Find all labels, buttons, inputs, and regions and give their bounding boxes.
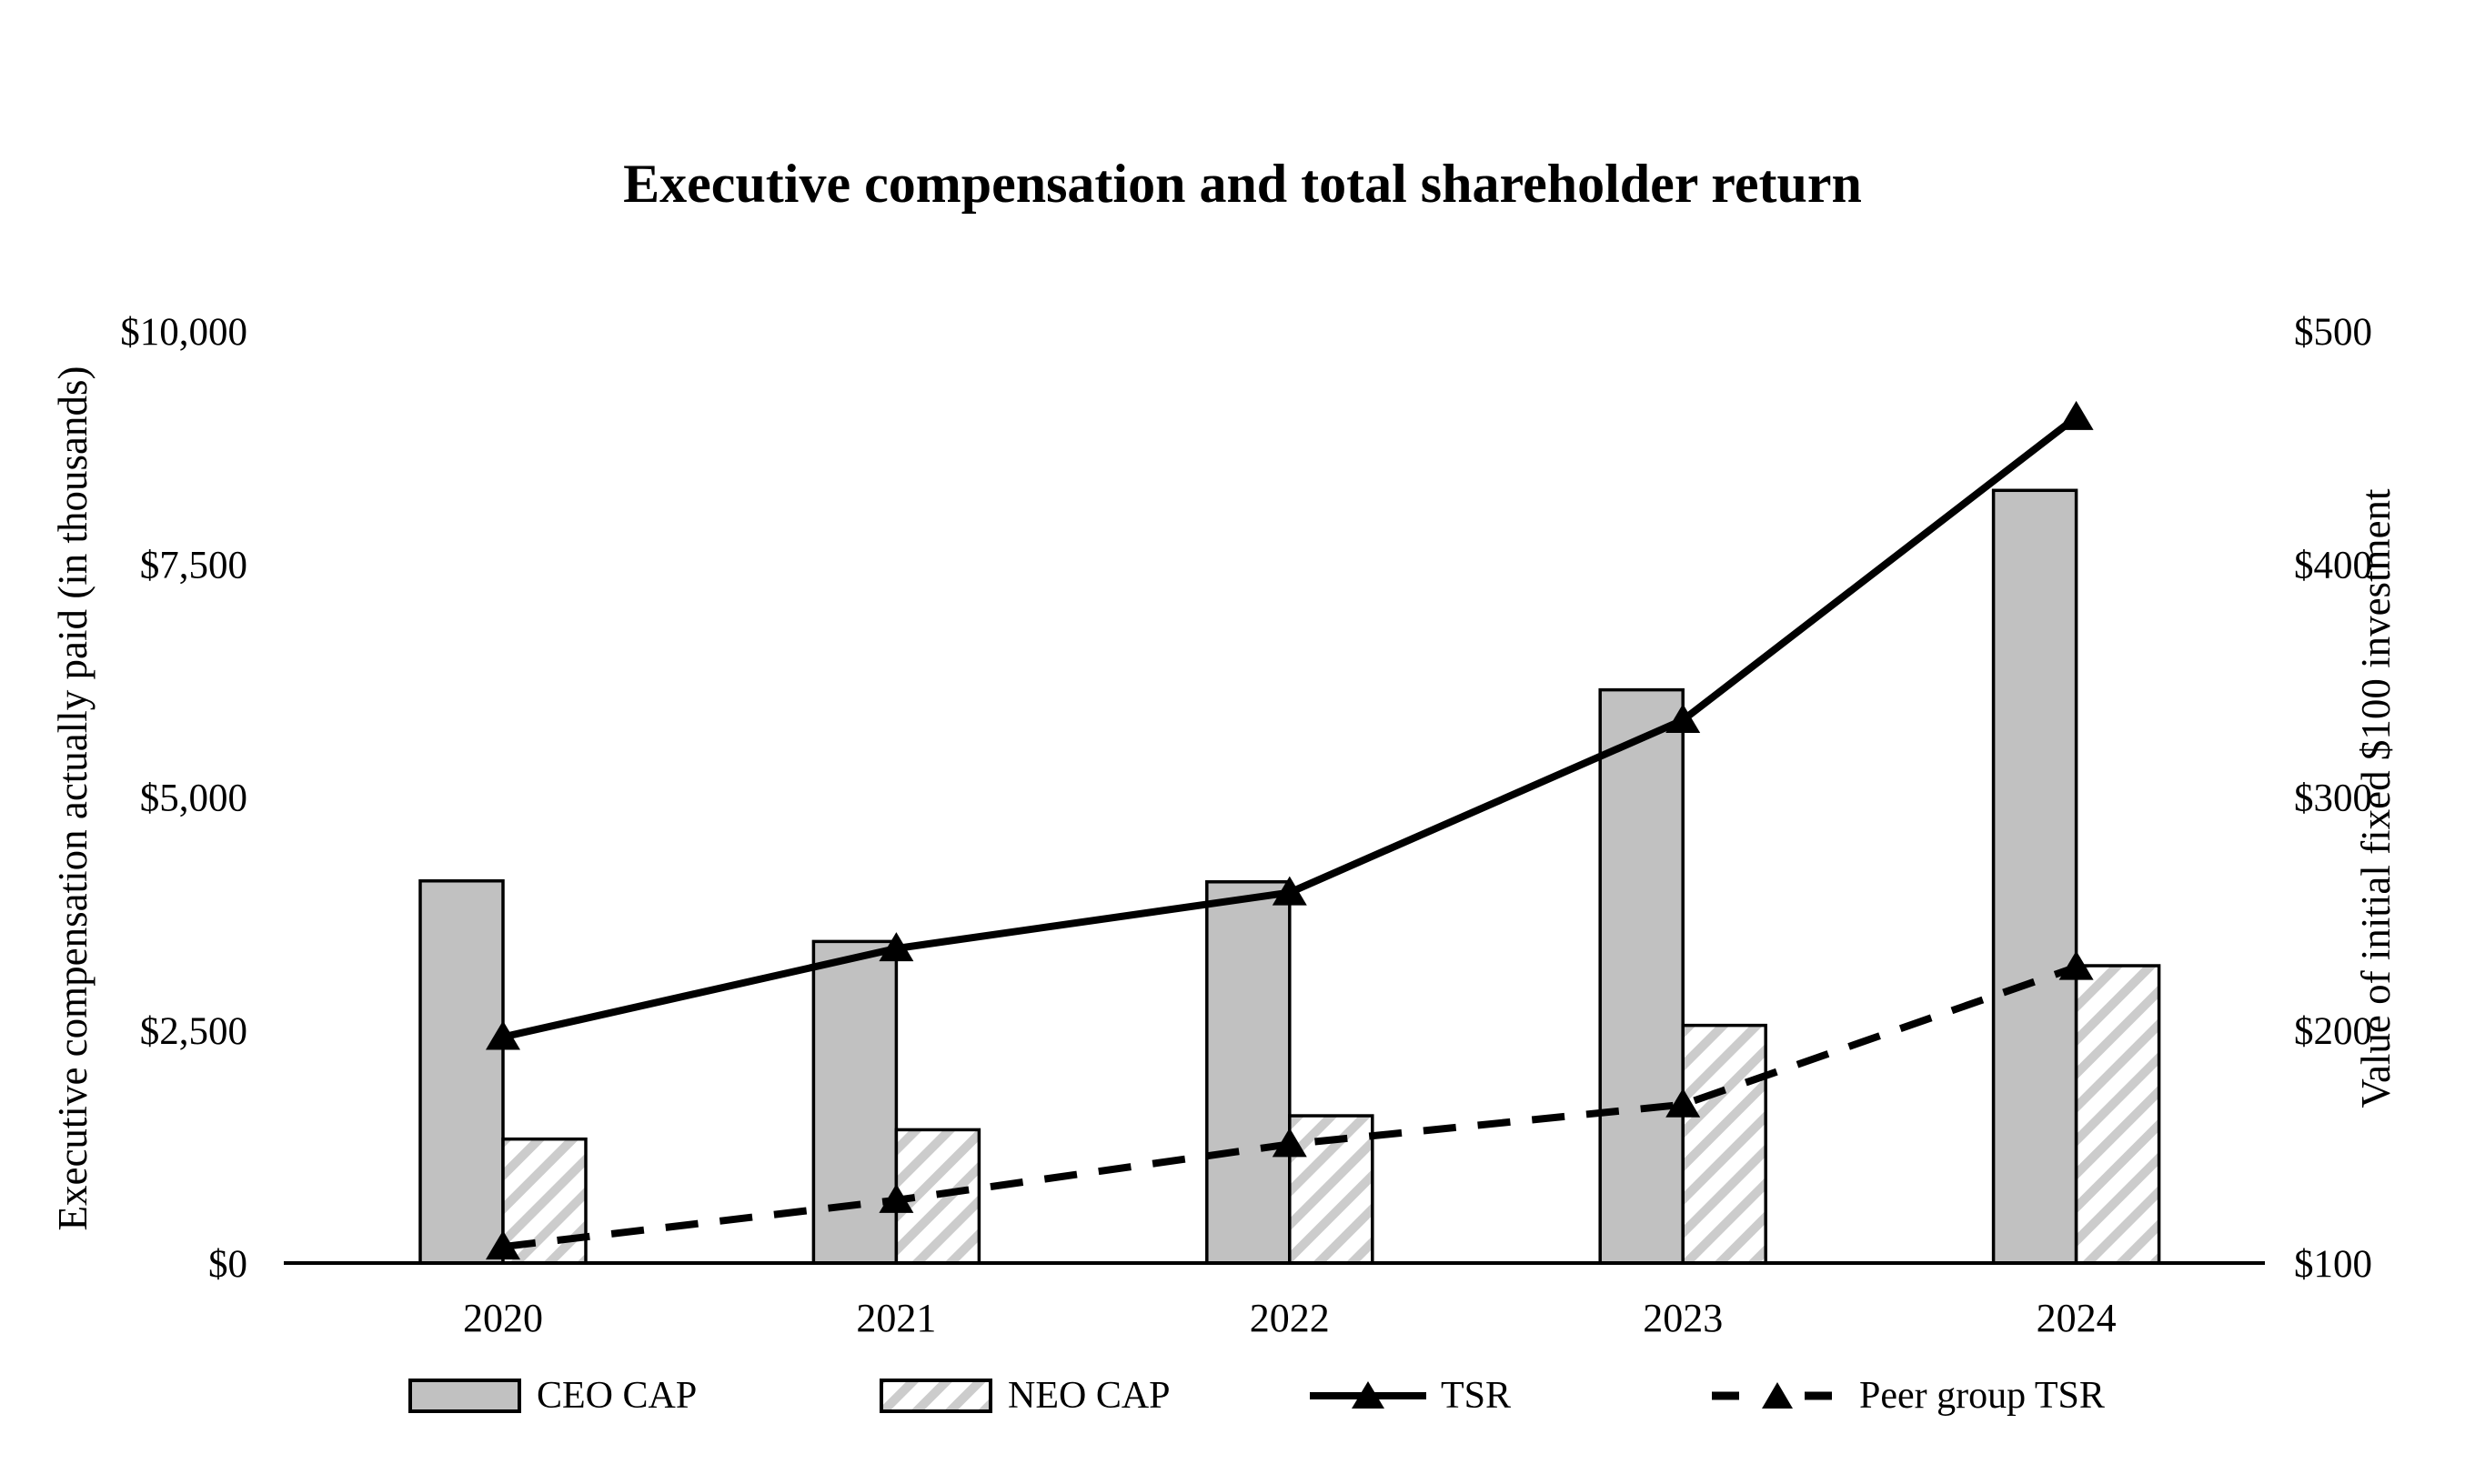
- legend-item-neo-cap: NEO CAP: [879, 1364, 1171, 1428]
- x-axis-category-label: 2024: [2037, 1296, 2117, 1340]
- legend-label: TSR: [1441, 1375, 1512, 1417]
- right-axis-tick-label: $500: [2294, 311, 2372, 354]
- bar-neo-cap-2023: [1681, 1023, 1767, 1265]
- x-axis-category-label: 2023: [1643, 1296, 1723, 1340]
- right-axis-tick-label: $400: [2294, 544, 2372, 587]
- right-axis-tick-label: $100: [2294, 1243, 2372, 1286]
- bar-ceo-cap-2022: [1205, 880, 1292, 1265]
- marker-tsr-2022: [1272, 876, 1307, 906]
- marker-peer-group-tsr-2024: [2058, 950, 2094, 980]
- marker-tsr-2021: [879, 932, 914, 962]
- neo-cap-swatch-icon: [880, 1379, 992, 1413]
- right-axis-tick-label: $200: [2294, 1010, 2372, 1053]
- bar-ceo-cap-2021: [811, 939, 899, 1265]
- bar-neo-cap-2024: [2074, 964, 2161, 1265]
- left-axis-tick-label: $7,500: [140, 544, 247, 587]
- bar-ceo-cap-2024: [1991, 488, 2078, 1265]
- legend-label: Peer group TSR: [1859, 1375, 2105, 1417]
- legend-item-tsr: TSR: [1308, 1364, 1511, 1428]
- peer-group-tsr-line-icon: [1712, 1382, 1845, 1409]
- marker-tsr-2020: [486, 1020, 520, 1050]
- marker-peer-group-tsr-2022: [1272, 1128, 1307, 1158]
- marker-tsr-2023: [1665, 703, 1701, 733]
- legend: CEO CAP NEO CAP TSR: [0, 1364, 2485, 1428]
- tsr-line-icon: [1310, 1381, 1426, 1409]
- legend-label: CEO CAP: [537, 1375, 698, 1417]
- chart-title: Executive compensation and total shareho…: [623, 154, 1862, 214]
- marker-peer-group-tsr-2020: [486, 1230, 520, 1260]
- ceo-cap-swatch-icon: [408, 1379, 521, 1413]
- right-axis-tick-label: $300: [2294, 777, 2372, 820]
- marker-tsr-2024: [2058, 400, 2094, 430]
- marker-peer-group-tsr-2023: [1665, 1088, 1701, 1118]
- legend-item-ceo-cap: CEO CAP: [407, 1364, 697, 1428]
- left-axis-tick-label: $0: [208, 1243, 247, 1286]
- legend-label: NEO CAP: [1008, 1375, 1171, 1417]
- x-axis-category-label: 2021: [856, 1296, 936, 1340]
- bar-ceo-cap-2023: [1598, 687, 1685, 1265]
- bar-ceo-cap-2020: [418, 879, 505, 1265]
- x-axis-category-label: 2022: [1250, 1296, 1330, 1340]
- legend-item-peer-group-tsr: Peer group TSR: [1710, 1364, 2105, 1428]
- left-axis-tick-label: $2,500: [140, 1010, 247, 1053]
- marker-peer-group-tsr-2021: [879, 1183, 914, 1213]
- left-axis-tick-label: $10,000: [120, 311, 247, 354]
- x-axis-category-label: 2020: [463, 1296, 543, 1340]
- left-axis-tick-label: $5,000: [140, 777, 247, 820]
